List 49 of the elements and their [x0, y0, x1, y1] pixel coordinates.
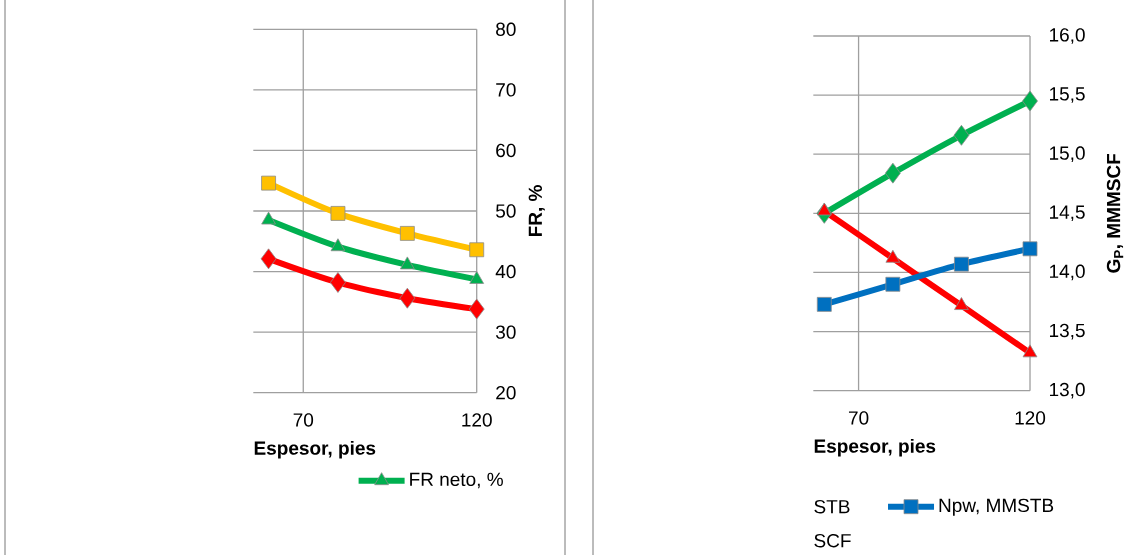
y-tick-label: 40 — [495, 264, 516, 279]
x-axis-title: Espesor, pies — [814, 438, 936, 457]
point — [1022, 344, 1038, 358]
text: SCF — [814, 533, 851, 548]
y-tick-label: 16,0 — [1050, 28, 1085, 44]
point — [1022, 90, 1038, 112]
y-tick-label: 70 — [496, 83, 516, 97]
y-tick-label: 20 — [496, 385, 516, 400]
point — [468, 298, 485, 320]
point — [330, 238, 346, 252]
point — [469, 242, 485, 258]
y-tick-label: 80 — [496, 22, 516, 37]
x-tick-label: 70 — [848, 411, 869, 425]
y-tick-label: 60 — [496, 143, 516, 158]
y-axis-title: FR, % — [528, 185, 545, 237]
y-tick-label: 14,5 — [1050, 205, 1085, 222]
point — [260, 248, 277, 270]
point — [816, 296, 832, 312]
point — [885, 276, 901, 292]
legend-label: FR neto, % — [410, 472, 503, 489]
y-axis-title: G$_{P}$, MMMSCF — [1106, 153, 1124, 273]
point — [884, 162, 901, 184]
y-tick-label: 15,5 — [1050, 87, 1085, 103]
y-tick-label: 14,0 — [1050, 264, 1085, 281]
x-tick-label: 120 — [1015, 411, 1046, 425]
point — [399, 226, 415, 241]
point — [954, 256, 969, 272]
y-tick-label: 13,0 — [1050, 382, 1085, 399]
point — [954, 297, 969, 310]
point — [399, 287, 416, 309]
y-tick-label: 30 — [495, 325, 516, 339]
point — [469, 271, 485, 284]
point — [330, 272, 346, 293]
point — [261, 211, 276, 225]
x-axis-title: Espesor, pies — [254, 440, 376, 459]
y-tick-label: 13,5 — [1050, 323, 1085, 340]
point — [261, 175, 276, 191]
x-tick-label: 70 — [293, 413, 314, 427]
point — [953, 124, 970, 146]
point — [400, 256, 415, 270]
point — [816, 202, 832, 216]
point — [330, 206, 346, 221]
point — [885, 249, 901, 263]
point — [1022, 241, 1038, 257]
legend-label: Npw, MMSTB — [939, 498, 1054, 516]
text: STB — [814, 499, 850, 514]
y-tick-label: 50 — [496, 204, 516, 218]
y-tick-label: 15,0 — [1050, 146, 1085, 163]
x-tick-label: 120 — [462, 413, 492, 427]
